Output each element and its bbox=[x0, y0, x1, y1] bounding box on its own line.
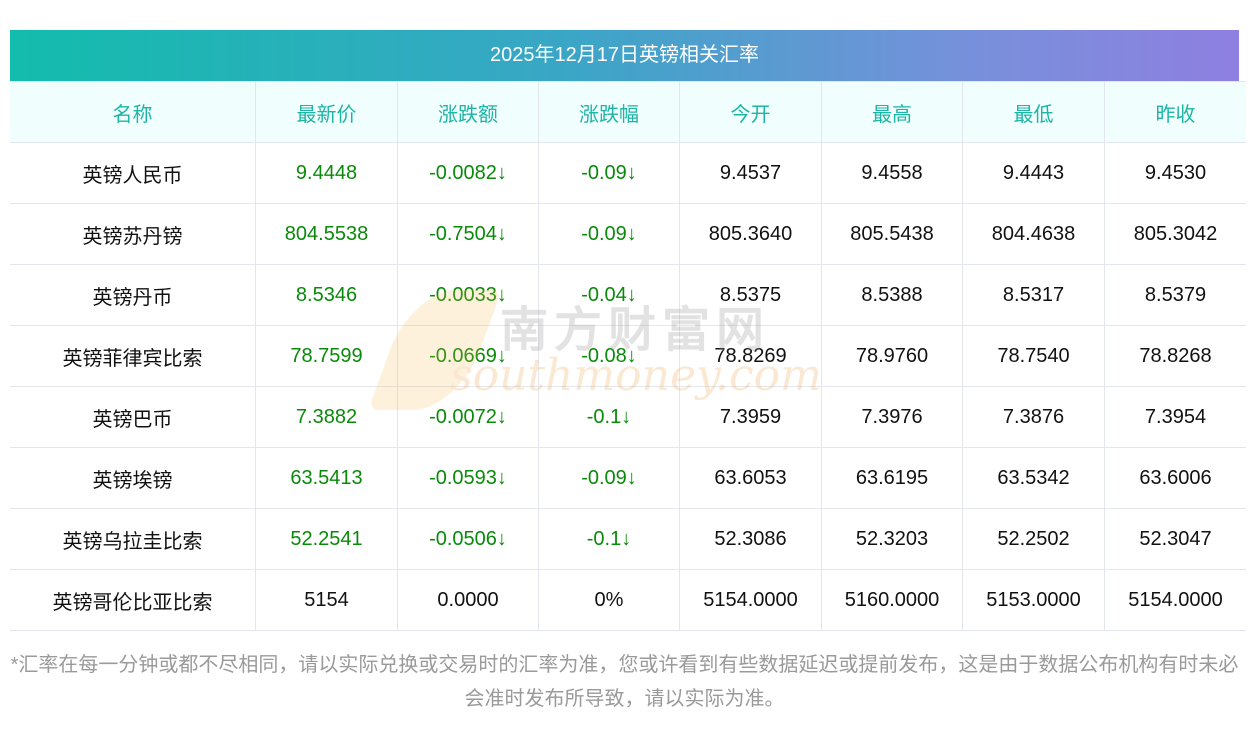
rate-cell: 78.8268 bbox=[1104, 325, 1246, 387]
column-header: 今开 bbox=[679, 81, 822, 143]
rate-cell: 63.6053 bbox=[679, 447, 822, 509]
rate-cell: 8.5346 bbox=[255, 264, 398, 326]
table-row: 英镑丹币 8.5346 -0.0033↓ -0.04↓ 8.5375 8.5388 8.53… bbox=[10, 264, 1246, 326]
rate-cell: 805.3640 bbox=[679, 203, 822, 265]
rate-cell: 0% bbox=[538, 569, 680, 631]
rate-cell: 52.3203 bbox=[821, 508, 963, 570]
rate-cell: 7.3882 bbox=[255, 386, 398, 448]
table-row: 英镑人民币 9.4448 -0.0082↓ -0.09↓ 9.4537 9.4558 9.4… bbox=[10, 142, 1246, 204]
rate-cell: 8.5317 bbox=[962, 264, 1105, 326]
column-header: 最低 bbox=[962, 81, 1105, 143]
currency-pair-name: 英镑人民币 bbox=[10, 142, 256, 204]
rate-cell: 9.4537 bbox=[679, 142, 822, 204]
rate-cell: -0.04↓ bbox=[538, 264, 680, 326]
rate-cell: -0.0593↓ bbox=[397, 447, 539, 509]
currency-pair-name: 英镑菲律宾比索 bbox=[10, 325, 256, 387]
table-row: 英镑菲律宾比索 78.7599 -0.0669↓ -0.08↓ 78.8269 78.97… bbox=[10, 325, 1246, 387]
rate-cell: -0.7504↓ bbox=[397, 203, 539, 265]
rate-cell: 804.5538 bbox=[255, 203, 398, 265]
rate-cell: 52.3047 bbox=[1104, 508, 1246, 570]
rate-cell: -0.0082↓ bbox=[397, 142, 539, 204]
exchange-rate-table: 名称 最新价 涨跌额 涨跌幅 今开 最高 最低 昨收 英镑人民币 9.4448 -0.0082↓ -… bbox=[10, 81, 1246, 631]
rate-cell: 7.3976 bbox=[821, 386, 963, 448]
table-row: 英镑埃镑 63.5413 -0.0593↓ -0.09↓ 63.6053 63.6195 6… bbox=[10, 447, 1246, 509]
column-header: 涨跌额 bbox=[397, 81, 539, 143]
table-row: 英镑巴币 7.3882 -0.0072↓ -0.1↓ 7.3959 7.3976 7.387… bbox=[10, 386, 1246, 448]
rate-cell: 78.8269 bbox=[679, 325, 822, 387]
rate-cell: -0.0072↓ bbox=[397, 386, 539, 448]
rate-cell: 7.3876 bbox=[962, 386, 1105, 448]
rate-cell: -0.1↓ bbox=[538, 508, 680, 570]
rate-cell: -0.0033↓ bbox=[397, 264, 539, 326]
rate-cell: 78.7599 bbox=[255, 325, 398, 387]
rate-cell: 804.4638 bbox=[962, 203, 1105, 265]
rate-cell: 52.2502 bbox=[962, 508, 1105, 570]
currency-pair-name: 英镑丹币 bbox=[10, 264, 256, 326]
rate-cell: 7.3954 bbox=[1104, 386, 1246, 448]
table-row: 英镑乌拉圭比索 52.2541 -0.0506↓ -0.1↓ 52.3086 52.320… bbox=[10, 508, 1246, 570]
rate-cell: 5154.0000 bbox=[1104, 569, 1246, 631]
rate-cell: 63.5342 bbox=[962, 447, 1105, 509]
rate-cell: -0.09↓ bbox=[538, 447, 680, 509]
rate-cell: 8.5379 bbox=[1104, 264, 1246, 326]
currency-pair-name: 英镑埃镑 bbox=[10, 447, 256, 509]
rate-cell: -0.09↓ bbox=[538, 142, 680, 204]
rate-cell: 9.4448 bbox=[255, 142, 398, 204]
rate-cell: 52.3086 bbox=[679, 508, 822, 570]
column-header: 最新价 bbox=[255, 81, 398, 143]
currency-pair-name: 英镑苏丹镑 bbox=[10, 203, 256, 265]
column-header: 昨收 bbox=[1104, 81, 1246, 143]
rate-cell: 9.4530 bbox=[1104, 142, 1246, 204]
rate-cell: 8.5375 bbox=[679, 264, 822, 326]
rate-cell: 805.3042 bbox=[1104, 203, 1246, 265]
rate-cell: 78.7540 bbox=[962, 325, 1105, 387]
rate-cell: 805.5438 bbox=[821, 203, 963, 265]
exchange-rate-table-container: 2025年12月17日英镑相关汇率 名称 最新价 涨跌额 涨跌幅 今开 最高 最低 昨收 英镑… bbox=[10, 30, 1246, 631]
currency-pair-name: 英镑乌拉圭比索 bbox=[10, 508, 256, 570]
table-row: 英镑苏丹镑 804.5538 -0.7504↓ -0.09↓ 805.3640 805.5… bbox=[10, 203, 1246, 265]
rate-cell: 5153.0000 bbox=[962, 569, 1105, 631]
column-header: 涨跌幅 bbox=[538, 81, 680, 143]
rate-cell: 5154.0000 bbox=[679, 569, 822, 631]
rate-cell: 0.0000 bbox=[397, 569, 539, 631]
rate-cell: 52.2541 bbox=[255, 508, 398, 570]
currency-pair-name: 英镑巴币 bbox=[10, 386, 256, 448]
table-title: 2025年12月17日英镑相关汇率 bbox=[10, 30, 1239, 81]
column-header: 名称 bbox=[10, 81, 256, 143]
rate-cell: -0.0669↓ bbox=[397, 325, 539, 387]
column-header: 最高 bbox=[821, 81, 963, 143]
rate-cell: -0.09↓ bbox=[538, 203, 680, 265]
rate-cell: 9.4443 bbox=[962, 142, 1105, 204]
rate-cell: -0.1↓ bbox=[538, 386, 680, 448]
rate-cell: 63.5413 bbox=[255, 447, 398, 509]
header-row: 名称 最新价 涨跌额 涨跌幅 今开 最高 最低 昨收 bbox=[10, 81, 1246, 143]
rate-cell: 8.5388 bbox=[821, 264, 963, 326]
rate-cell: 63.6195 bbox=[821, 447, 963, 509]
rate-cell: 5154 bbox=[255, 569, 398, 631]
rate-cell: 5160.0000 bbox=[821, 569, 963, 631]
rate-cell: -0.08↓ bbox=[538, 325, 680, 387]
rate-cell: 9.4558 bbox=[821, 142, 963, 204]
disclaimer-note: *汇率在每一分钟或都不尽相同，请以实际兑换或交易时的汇率为准，您或许看到有些数据… bbox=[10, 654, 1239, 710]
table-row: 英镑哥伦比亚比索 5154 0.0000 0% 5154.0000 5160.0000 51… bbox=[10, 569, 1246, 631]
rate-cell: 63.6006 bbox=[1104, 447, 1246, 509]
rate-cell: 7.3959 bbox=[679, 386, 822, 448]
rate-cell: 78.9760 bbox=[821, 325, 963, 387]
rate-cell: -0.0506↓ bbox=[397, 508, 539, 570]
currency-pair-name: 英镑哥伦比亚比索 bbox=[10, 569, 256, 631]
